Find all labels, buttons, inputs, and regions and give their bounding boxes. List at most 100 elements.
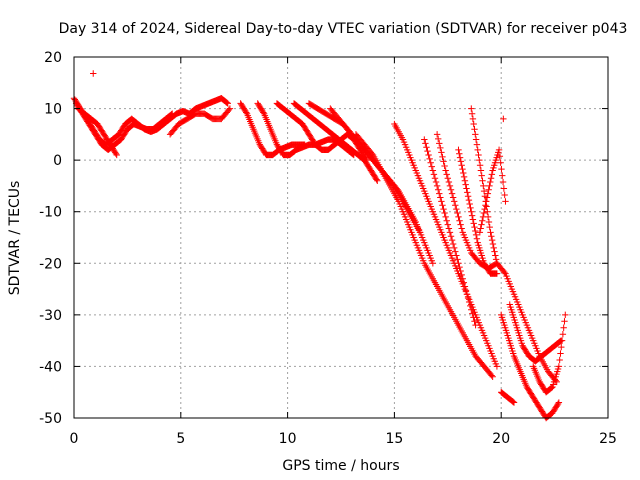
data-point — [460, 173, 468, 181]
data-point — [488, 171, 496, 178]
data-point — [476, 156, 483, 164]
data-point — [499, 178, 507, 186]
data-point — [459, 165, 466, 173]
series-sat-h — [290, 100, 381, 184]
x-tick-label: 20 — [492, 431, 510, 447]
data-point — [438, 198, 445, 205]
data-point — [453, 205, 460, 213]
data-point — [464, 193, 472, 200]
data-point — [500, 185, 508, 192]
data-point — [423, 144, 430, 151]
data-point — [445, 225, 453, 232]
y-tick-label: 10 — [44, 102, 62, 118]
data-point — [442, 213, 449, 221]
data-point — [490, 244, 497, 252]
data-point — [547, 385, 555, 392]
data-point — [472, 227, 479, 235]
data-point — [479, 217, 486, 224]
data-point — [555, 399, 563, 406]
x-tick-label: 10 — [279, 431, 297, 447]
data-point — [557, 350, 564, 357]
series-sat-t — [530, 311, 569, 396]
data-point — [555, 363, 563, 370]
series-outliers — [90, 70, 507, 123]
data-point — [476, 162, 484, 169]
data-point — [472, 231, 480, 239]
data-point — [509, 398, 516, 405]
data-point — [491, 248, 498, 255]
data-point — [463, 185, 470, 192]
data-point — [430, 171, 438, 178]
data-point — [469, 310, 476, 317]
data-point — [260, 109, 267, 116]
data-point — [462, 287, 470, 294]
data-point — [560, 324, 567, 331]
data-point — [452, 202, 459, 209]
x-tick-label: 0 — [70, 431, 79, 447]
data-point — [477, 167, 485, 174]
x-tick-label: 5 — [176, 431, 185, 447]
data-point — [456, 150, 463, 157]
data-point — [472, 321, 479, 329]
data-point — [113, 151, 120, 159]
data-point — [480, 182, 487, 190]
data-point — [488, 233, 495, 240]
data-point — [502, 198, 509, 205]
data-point — [455, 260, 462, 267]
data-point — [484, 190, 492, 197]
data-point — [457, 221, 464, 228]
data-point — [464, 189, 471, 196]
data-point — [458, 225, 465, 232]
data-point — [442, 167, 449, 174]
y-tick-label: 20 — [44, 50, 62, 66]
data-point — [449, 194, 457, 201]
y-tick-label: -50 — [39, 411, 62, 427]
ticks-layer: 0 5 10 15 20 25 -50 -40 -30 -20 -10 0 10 20 — [39, 50, 617, 447]
data-point — [554, 400, 562, 408]
data-point — [456, 217, 463, 224]
data-point — [453, 252, 460, 259]
data-point — [556, 356, 563, 364]
data-point — [444, 221, 451, 228]
data-point — [468, 208, 475, 215]
data-point — [463, 291, 471, 298]
data-point — [434, 135, 442, 143]
data-point — [464, 294, 472, 302]
data-point — [447, 186, 455, 193]
data-point — [488, 372, 495, 379]
data-point — [548, 384, 555, 391]
data-point — [471, 126, 478, 133]
series-sat-f — [254, 100, 358, 159]
series-sat-u — [498, 389, 518, 406]
data-point — [368, 150, 376, 157]
data-point — [446, 182, 454, 190]
data-point — [224, 100, 231, 107]
data-point — [426, 155, 433, 163]
data-point — [466, 200, 473, 208]
data-point — [168, 111, 175, 118]
data-point — [479, 213, 487, 221]
data-point — [510, 399, 518, 406]
data-point — [437, 194, 444, 201]
data-point — [476, 229, 484, 236]
data-point — [483, 194, 491, 201]
data-point — [473, 235, 481, 242]
data-point — [437, 144, 444, 152]
data-point — [472, 131, 479, 138]
series-sat-k — [352, 131, 496, 380]
data-point — [465, 298, 473, 306]
data-point — [469, 115, 477, 123]
data-point — [439, 153, 446, 161]
data-point — [472, 136, 480, 143]
data-point — [467, 302, 474, 310]
data-point — [468, 212, 476, 219]
grid-layer — [74, 57, 608, 418]
data-point — [497, 159, 504, 166]
data-point — [459, 275, 466, 282]
data-point — [428, 163, 435, 170]
data-point — [461, 177, 469, 184]
data-point — [471, 318, 478, 325]
x-tick-label: 25 — [599, 431, 617, 447]
series-sat-s — [506, 301, 565, 365]
